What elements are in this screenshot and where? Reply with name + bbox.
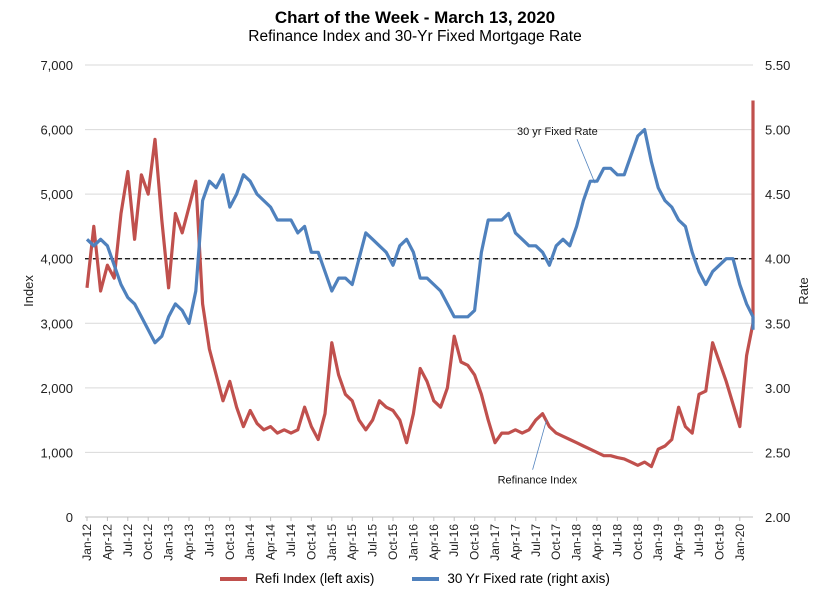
- x-tick-label: Jan-13: [162, 524, 176, 561]
- right-tick-label: 2.00: [765, 510, 790, 525]
- x-tick-label: Jan-18: [570, 524, 584, 561]
- x-tick-label: Jul-15: [366, 524, 380, 557]
- left-axis-ticks: 0 1,000 2,000 3,000 4,000 5,000 6,000 7,000: [40, 58, 73, 525]
- left-tick-label: 2,000: [40, 381, 73, 396]
- chart-subtitle: Refinance Index and 30-Yr Fixed Mortgage…: [248, 28, 582, 45]
- x-tick-label: Jan-19: [651, 524, 665, 561]
- series-group: [85, 100, 755, 469]
- x-axis-ticks: Jan-12 Apr-12 Jul-12 Oct-12 Jan-13 Apr-13 Jul-…: [80, 517, 747, 561]
- right-tick-label: 3.00: [765, 381, 790, 396]
- left-tick-label: 5,000: [40, 187, 73, 202]
- right-tick-label: 4.00: [765, 252, 790, 267]
- x-tick-label: Jul-14: [284, 524, 298, 557]
- x-tick-label: Jan-16: [406, 524, 420, 561]
- x-tick-label: Apr-12: [100, 524, 114, 560]
- fixed-rate-line: [85, 128, 755, 345]
- x-tick-label: Jul-18: [610, 524, 624, 557]
- legend-item-refi: Refi Index (left axis): [220, 571, 374, 586]
- legend-swatch-rate: [412, 576, 440, 581]
- x-tick-label: Jul-19: [692, 524, 706, 557]
- left-tick-label: 7,000: [40, 58, 73, 73]
- x-tick-label: Jan-14: [243, 524, 257, 561]
- legend-label-refi: Refi Index (left axis): [255, 571, 375, 586]
- x-tick-label: Oct-18: [631, 524, 645, 560]
- x-tick-label: Oct-14: [304, 524, 318, 560]
- left-tick-label: 6,000: [40, 123, 73, 138]
- annotation-leader-refi: [532, 419, 547, 470]
- x-tick-label: Oct-19: [712, 524, 726, 560]
- x-tick-label: Jul-17: [529, 524, 543, 557]
- x-tick-label: Jul-13: [202, 524, 216, 557]
- left-tick-label: 1,000: [40, 445, 73, 460]
- right-tick-label: 3.50: [765, 316, 790, 331]
- right-tick-label: 2.50: [765, 445, 790, 460]
- annotations: 30 yr Fixed Rate Refinance Index: [498, 126, 598, 486]
- x-tick-label: Oct-13: [223, 524, 237, 560]
- x-tick-label: Apr-14: [264, 524, 278, 560]
- x-tick-label: Apr-16: [427, 524, 441, 560]
- left-axis-label: Index: [21, 275, 36, 307]
- left-tick-label: 0: [66, 510, 73, 525]
- legend-swatch-refi: [220, 576, 248, 581]
- x-tick-label: Oct-12: [141, 524, 155, 560]
- right-axis-ticks: 2.00 2.50 3.00 3.50 4.00 4.50 5.00 5.50: [765, 58, 790, 525]
- x-tick-label: Jan-12: [80, 524, 94, 561]
- legend: Refi Index (left axis) 30 Yr Fixed rate …: [0, 571, 830, 586]
- x-tick-label: Oct-15: [386, 524, 400, 560]
- right-tick-label: 4.50: [765, 187, 790, 202]
- x-tick-label: Jul-16: [447, 524, 461, 557]
- x-tick-label: Apr-15: [345, 524, 359, 560]
- right-axis-label: Rate: [796, 277, 811, 304]
- right-tick-label: 5.50: [765, 58, 790, 73]
- legend-item-rate: 30 Yr Fixed rate (right axis): [412, 571, 610, 586]
- left-tick-label: 3,000: [40, 316, 73, 331]
- x-tick-label: Jan-15: [325, 524, 339, 561]
- x-tick-label: Jan-20: [733, 524, 747, 561]
- gridlines: [85, 64, 753, 453]
- x-tick-label: Apr-13: [182, 524, 196, 560]
- x-tick-label: Apr-19: [672, 524, 686, 560]
- chart-title: Chart of the Week - March 13, 2020: [274, 8, 556, 27]
- left-tick-label: 4,000: [40, 252, 73, 267]
- x-tick-label: Jul-12: [121, 524, 135, 557]
- right-tick-label: 5.00: [765, 123, 790, 138]
- annotation-refi-label: Refinance Index: [498, 475, 578, 487]
- x-tick-label: Oct-17: [549, 524, 563, 560]
- annotation-leader-rate: [576, 139, 596, 184]
- annotation-rate-label: 30 yr Fixed Rate: [517, 126, 598, 138]
- x-tick-label: Apr-17: [508, 524, 522, 560]
- x-tick-label: Jan-17: [488, 524, 502, 561]
- legend-label-rate: 30 Yr Fixed rate (right axis): [447, 571, 610, 586]
- x-tick-label: Apr-18: [590, 524, 604, 560]
- x-tick-label: Oct-16: [468, 524, 482, 560]
- refi-index-line: [85, 100, 755, 469]
